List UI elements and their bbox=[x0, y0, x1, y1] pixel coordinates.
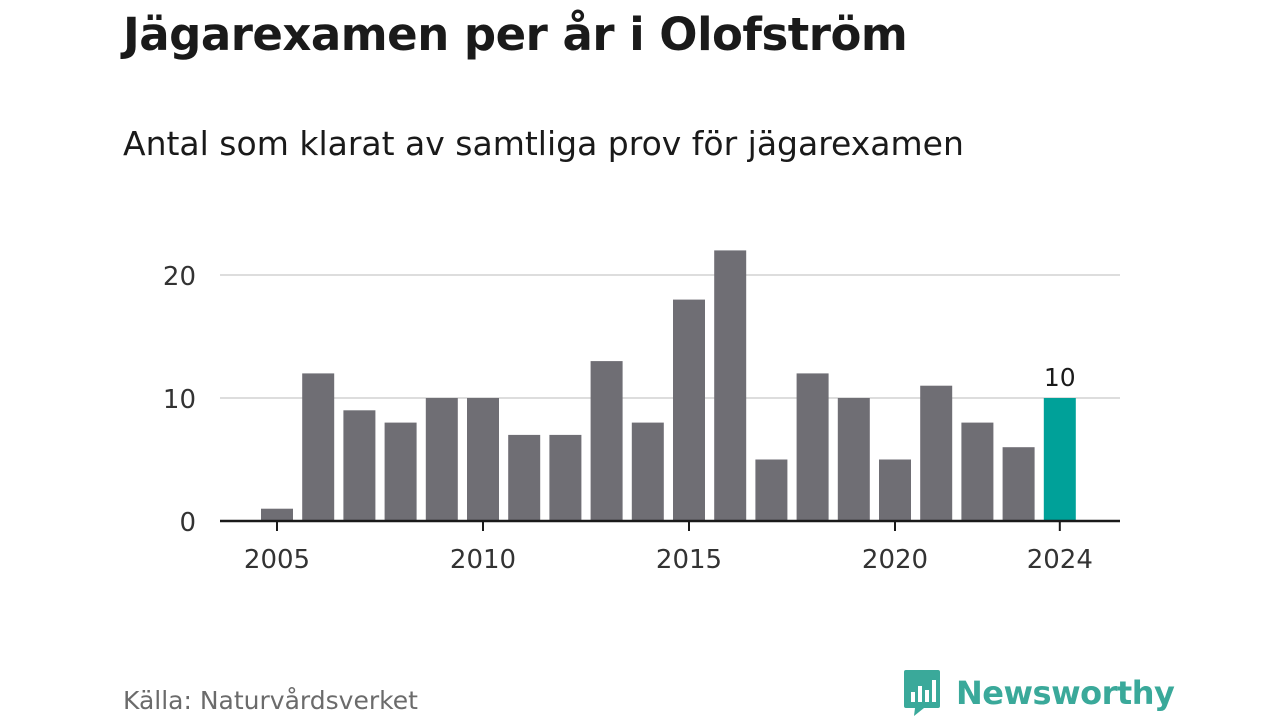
bar bbox=[755, 459, 788, 521]
bar bbox=[549, 434, 582, 521]
x-tick-label: 2020 bbox=[862, 545, 928, 575]
bar bbox=[961, 422, 994, 521]
x-tick-label: 2024 bbox=[1027, 545, 1093, 575]
bar bbox=[261, 508, 293, 521]
chart-title: Jägarexamen per år i Olofström bbox=[123, 8, 908, 61]
bar bbox=[920, 385, 953, 521]
bar bbox=[714, 250, 747, 521]
y-tick-label: 0 bbox=[179, 508, 196, 538]
bar bbox=[302, 373, 335, 521]
y-tick-label: 10 bbox=[163, 385, 196, 415]
bar bbox=[425, 398, 458, 521]
bar bbox=[467, 398, 499, 521]
brand-logo-group: Newsworthy bbox=[902, 668, 1175, 718]
bar bbox=[796, 373, 829, 521]
bar bbox=[508, 434, 541, 521]
chart-subtitle: Antal som klarat av samtliga prov för jä… bbox=[123, 124, 964, 163]
bar bbox=[384, 422, 417, 521]
bar bbox=[343, 410, 376, 521]
brand-name: Newsworthy bbox=[956, 674, 1175, 712]
bar-highlight bbox=[1043, 398, 1076, 521]
newsworthy-logo-icon bbox=[904, 670, 940, 716]
bar bbox=[837, 398, 870, 521]
data-label: 10 bbox=[1044, 363, 1076, 392]
bar bbox=[1002, 447, 1035, 521]
bar bbox=[673, 299, 705, 521]
x-tick-label: 2005 bbox=[244, 545, 310, 575]
x-tick-label: 2010 bbox=[450, 545, 516, 575]
source-note: Källa: Naturvårdsverket bbox=[123, 686, 418, 715]
bar bbox=[879, 459, 911, 521]
bar bbox=[631, 422, 664, 521]
y-tick-label: 20 bbox=[163, 262, 196, 292]
x-tick-label: 2015 bbox=[656, 545, 722, 575]
bar bbox=[590, 361, 623, 521]
